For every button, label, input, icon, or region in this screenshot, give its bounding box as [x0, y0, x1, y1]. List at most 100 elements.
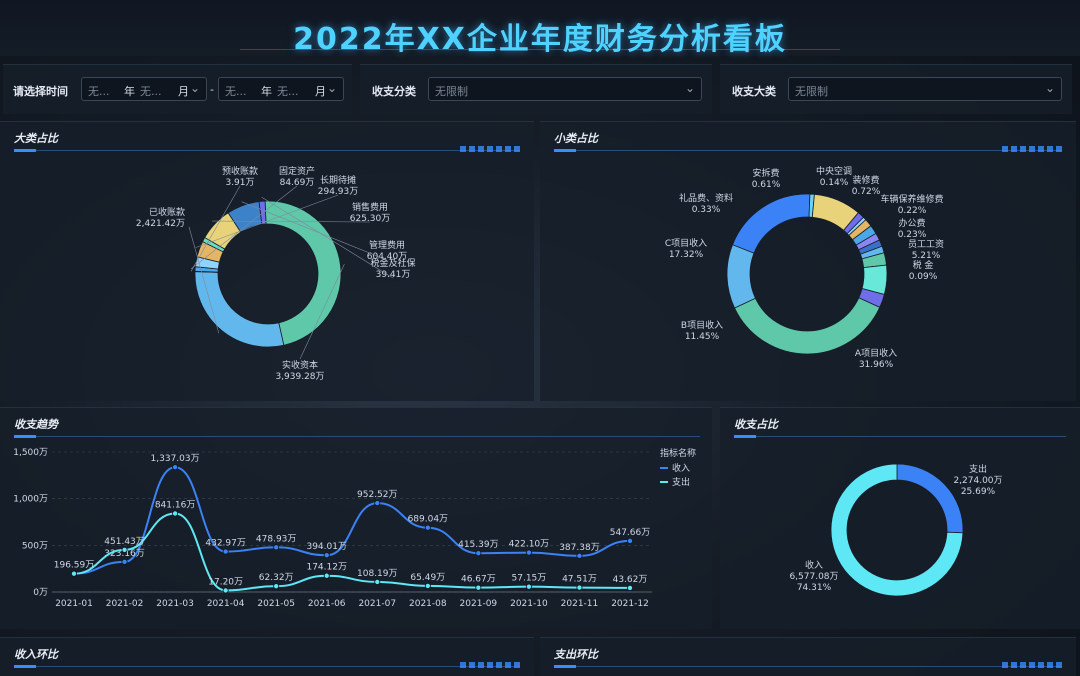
leader-line — [299, 263, 345, 360]
start-year-value: 无... — [88, 85, 110, 98]
data-point[interactable] — [424, 524, 431, 531]
data-label: 196.59万 — [54, 561, 95, 571]
page-title: 2022年XX企业年度财务分析看板 — [293, 22, 787, 57]
title-frame: 2022年XX企业年度财务分析看板 — [240, 6, 840, 57]
category-filter-label: 收支分类 — [372, 85, 416, 98]
slice-label: 预收账款 — [222, 165, 258, 177]
slice-label: 长期待摊 — [320, 174, 356, 186]
slice-label: 604.40万 — [367, 252, 408, 262]
data-point[interactable] — [475, 550, 482, 557]
legend-item[interactable]: 收入 — [672, 462, 690, 474]
data-label: 394.01万 — [306, 542, 347, 552]
data-point[interactable] — [525, 583, 532, 590]
donut-slice[interactable] — [734, 297, 881, 355]
panel-title: 大类占比 — [14, 132, 58, 145]
slice-label: 税 金 — [913, 259, 934, 271]
data-point[interactable] — [525, 549, 532, 556]
x-tick-label: 2021-01 — [55, 599, 93, 609]
slice-label: 11.45% — [685, 332, 720, 342]
category-select-value: 无限制 — [435, 85, 468, 98]
data-point[interactable] — [273, 583, 280, 590]
start-date-select[interactable]: 无... 年 无... 月 ⌄ — [81, 77, 207, 101]
start-month-unit: 月 — [178, 85, 189, 98]
data-point[interactable] — [576, 552, 583, 559]
data-label: 62.32万 — [259, 573, 294, 583]
y-tick-label: 500万 — [22, 541, 48, 551]
x-tick-label: 2021-05 — [257, 599, 295, 609]
slice-label: 2,274.00万 — [953, 476, 1002, 486]
data-label: 478.93万 — [256, 534, 297, 544]
slice-label: 5.21% — [912, 251, 941, 261]
data-point[interactable] — [576, 584, 583, 591]
major-select[interactable]: 无限制 ⌄ — [788, 77, 1062, 101]
donut-slice[interactable] — [732, 193, 811, 254]
data-label: 689.04万 — [408, 515, 449, 525]
panel-title: 收入环比 — [14, 648, 58, 661]
legend-title: 指标名称 — [660, 447, 696, 459]
slice-label: 625.30万 — [350, 214, 391, 224]
data-point[interactable] — [475, 584, 482, 591]
leader-line — [261, 196, 394, 279]
data-point[interactable] — [374, 578, 381, 585]
slice-label: 39.41万 — [376, 270, 411, 280]
data-point[interactable] — [374, 500, 381, 507]
time-filter-panel: 请选择时间 无... 年 无... 月 ⌄ - 无... 年 无... 月 ⌄ — [3, 64, 352, 114]
slice-label: 17.32% — [669, 250, 704, 260]
data-point[interactable] — [627, 537, 634, 544]
trend-line-chart: 1,500万 1,000万 500万 0万 2021-01 2021-02 2021-03 2… — [13, 447, 696, 609]
category-filter-panel: 收支分类 无限制 ⌄ — [360, 64, 712, 114]
minor-share-panel: 小类占比 A项目收入 31.96% B项目收入 11.45% C项目收入 17.32% 礼品… — [540, 121, 1076, 401]
data-label: 547.66万 — [610, 528, 651, 538]
data-point[interactable] — [71, 570, 78, 577]
slice-label: 3,939.28万 — [275, 372, 324, 382]
data-point[interactable] — [323, 572, 330, 579]
donut-slice[interactable] — [194, 271, 285, 348]
data-label: 1,337.03万 — [151, 454, 200, 464]
donut-slice[interactable] — [830, 463, 964, 597]
legend-item[interactable]: 支出 — [672, 476, 690, 488]
slice-label: 2,421.42万 — [136, 219, 185, 229]
data-label: 422.10万 — [509, 540, 550, 550]
slice-label: 安拆费 — [752, 167, 779, 179]
data-point[interactable] — [627, 584, 634, 591]
panel-divider — [554, 146, 1062, 152]
data-point[interactable] — [172, 464, 179, 471]
donut-slice[interactable] — [858, 288, 885, 308]
major-select-value: 无限制 — [795, 85, 828, 98]
slice-label: 已收账款 — [149, 206, 185, 218]
slice-label: 31.96% — [859, 360, 894, 370]
donut-slice[interactable] — [896, 463, 964, 534]
slice-label: 0.72% — [852, 187, 881, 197]
data-point[interactable] — [121, 546, 128, 553]
slice-label: 0.23% — [898, 230, 927, 240]
slice-label: 管理费用 — [369, 239, 405, 251]
data-point[interactable] — [172, 510, 179, 517]
data-label: 387.38万 — [559, 543, 600, 553]
slice-label: B项目收入 — [681, 319, 723, 331]
slice-label: 实收资本 — [282, 359, 318, 371]
donut-slice[interactable] — [264, 200, 342, 346]
data-label: 46.67万 — [461, 575, 496, 585]
data-point[interactable] — [222, 587, 229, 594]
expense-mom-panel: 支出环比 — [540, 637, 1076, 676]
donut-slice[interactable] — [726, 244, 756, 309]
y-tick-label: 1,500万 — [13, 448, 48, 458]
panel-divider — [14, 662, 520, 668]
slice-label: 25.69% — [961, 487, 996, 497]
data-point[interactable] — [222, 548, 229, 555]
slice-label: 294.93万 — [318, 187, 359, 197]
series-line-expense[interactable] — [73, 512, 631, 592]
category-select[interactable]: 无限制 ⌄ — [428, 77, 702, 101]
major-filter-panel: 收支大类 无限制 ⌄ — [720, 64, 1072, 114]
data-point[interactable] — [424, 582, 431, 589]
slice-label: 6,577.08万 — [789, 572, 838, 582]
end-date-select[interactable]: 无... 年 无... 月 ⌄ — [218, 77, 344, 101]
x-tick-label: 2021-06 — [308, 599, 346, 609]
slice-label: C项目收入 — [665, 237, 707, 249]
data-point[interactable] — [323, 552, 330, 559]
data-point[interactable] — [273, 544, 280, 551]
panel-title: 收支占比 — [734, 418, 778, 431]
chevron-down-icon: ⌄ — [326, 81, 337, 95]
major-filter-label: 收支大类 — [732, 85, 776, 98]
data-point[interactable] — [121, 558, 128, 565]
